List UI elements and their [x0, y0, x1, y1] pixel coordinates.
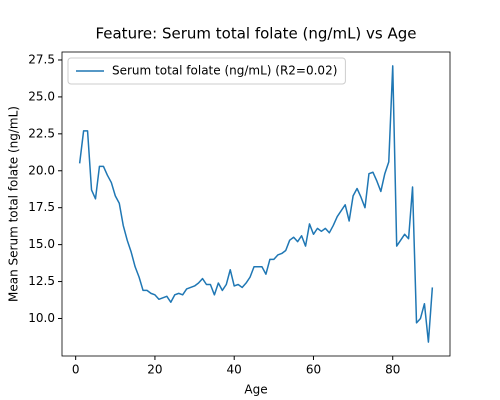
y-axis-label: Mean Serum total folate (ng/mL) — [7, 106, 21, 302]
y-tick-label: 10.0 — [28, 311, 55, 325]
x-tick-label: 0 — [72, 363, 80, 377]
plot-frame — [61, 51, 451, 357]
x-tick-label: 60 — [306, 363, 321, 377]
legend-label: Serum total folate (ng/mL) (R2=0.02) — [112, 64, 337, 78]
x-tick-label: 80 — [385, 363, 400, 377]
x-tick-label: 20 — [147, 363, 162, 377]
line-series — [78, 65, 434, 343]
y-tick-label: 22.5 — [28, 126, 55, 140]
y-tick-label: 27.5 — [28, 52, 55, 66]
y-tick-label: 17.5 — [28, 200, 55, 214]
x-axis-label: Age — [244, 383, 267, 397]
y-tick-label: 20.0 — [28, 163, 55, 177]
chart-title: Feature: Serum total folate (ng/mL) vs A… — [95, 25, 416, 43]
y-tick-label: 15.0 — [28, 237, 55, 251]
y-tick-label: 25.0 — [28, 89, 55, 103]
y-tick-label: 12.5 — [28, 274, 55, 288]
legend-box — [67, 57, 346, 85]
x-tick-label: 40 — [227, 363, 242, 377]
